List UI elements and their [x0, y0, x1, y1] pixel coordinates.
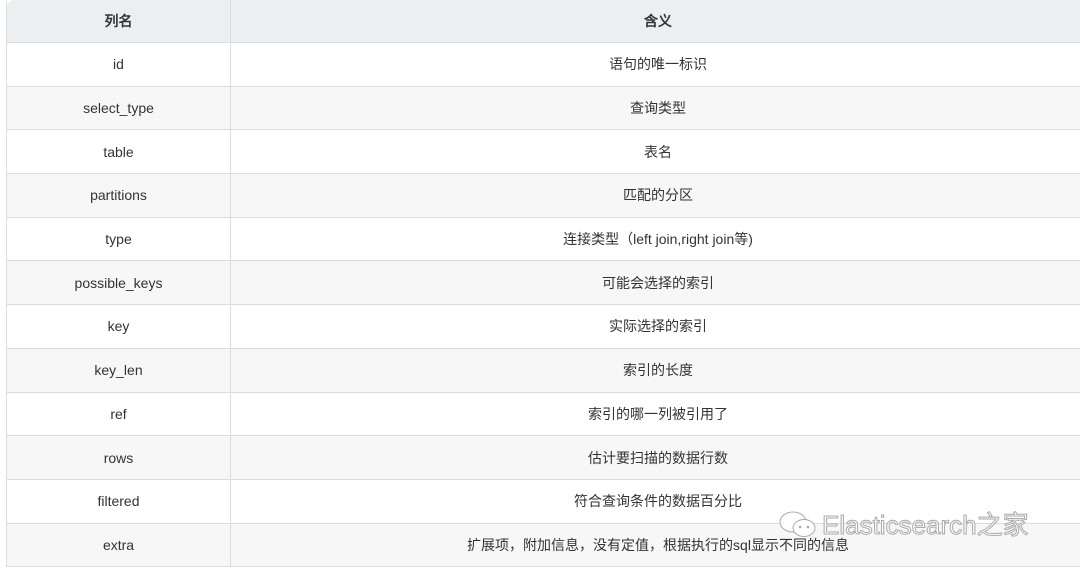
meaning-cell: 语句的唯一标识 — [230, 42, 1080, 87]
meaning-cell: 匹配的分区 — [230, 173, 1080, 218]
meaning-cell: 索引的长度 — [230, 347, 1080, 393]
column-name-cell: possible_keys — [6, 260, 231, 306]
watermark: Elasticsearch之家 — [778, 505, 1029, 542]
column-name-cell: table — [6, 129, 231, 175]
table-row: key_len 索引的长度 — [6, 347, 1080, 393]
wechat-icon — [779, 511, 816, 537]
meaning-cell: 估计要扫描的数据行数 — [230, 435, 1080, 480]
table-row: select_type 查询类型 — [6, 85, 1080, 131]
table-header-row: 列名 含义 — [6, 0, 1080, 43]
table-row: id 语句的唯一标识 — [6, 42, 1080, 87]
table-row: table 表名 — [6, 129, 1080, 175]
column-name-cell: key — [6, 304, 231, 349]
table-row: extra 扩展项，附加信息，没有定值，根据执行的sql显示不同的信息 — [6, 522, 1080, 568]
table-row: ref 索引的哪一列被引用了 — [6, 391, 1080, 437]
table-row: partitions 匹配的分区 — [6, 173, 1080, 218]
table-row: possible_keys 可能会选择的索引 — [6, 260, 1080, 306]
table-row: rows 估计要扫描的数据行数 — [6, 435, 1080, 480]
column-name-cell: type — [6, 216, 231, 262]
column-name-cell: filtered — [6, 478, 231, 524]
meaning-cell: 扩展项，附加信息，没有定值，根据执行的sql显示不同的信息 — [230, 522, 1080, 568]
meaning-cell: 索引的哪一列被引用了 — [230, 391, 1080, 437]
column-name-cell: extra — [6, 522, 231, 568]
meaning-cell: 表名 — [230, 129, 1080, 175]
header-meaning: 含义 — [230, 0, 1080, 43]
meaning-cell: 实际选择的索引 — [230, 304, 1080, 349]
column-name-cell: id — [6, 42, 231, 87]
meaning-cell: 可能会选择的索引 — [230, 260, 1080, 306]
column-name-cell: key_len — [6, 347, 231, 393]
table-row: key 实际选择的索引 — [6, 304, 1080, 349]
watermark-text: Elasticsearch之家 — [822, 510, 1030, 541]
meaning-cell: 连接类型（left join,right join等) — [230, 216, 1080, 262]
column-name-cell: select_type — [6, 85, 231, 131]
meaning-cell: 符合查询条件的数据百分比 — [230, 478, 1080, 524]
table-row: type 连接类型（left join,right join等) — [6, 216, 1080, 262]
table-row: filtered 符合查询条件的数据百分比 — [6, 478, 1080, 524]
column-name-cell: partitions — [6, 173, 231, 218]
column-name-cell: rows — [6, 435, 231, 480]
meaning-cell: 查询类型 — [230, 85, 1080, 131]
header-column-name: 列名 — [6, 0, 231, 43]
column-name-cell: ref — [6, 391, 231, 437]
explain-columns-table: 列名 含义 id 语句的唯一标识 select_type 查询类型 table 表名 par… — [6, 0, 1080, 568]
